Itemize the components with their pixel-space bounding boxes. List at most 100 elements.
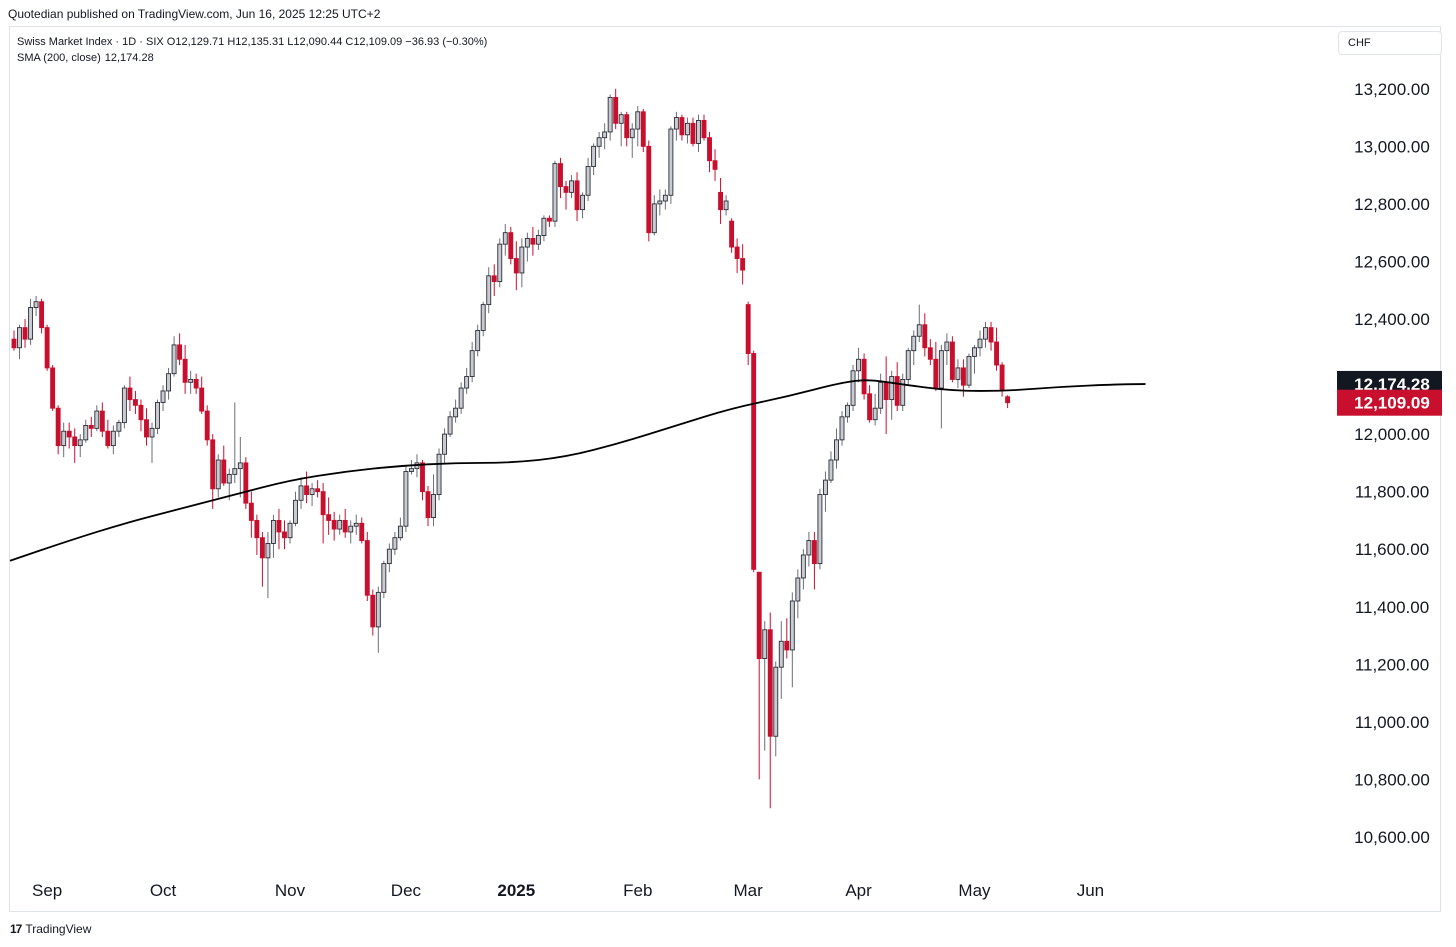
candle-body (839, 416, 845, 441)
candle-body (282, 531, 287, 539)
candle-body (364, 540, 370, 596)
candle-body (718, 191, 724, 211)
candle-body (916, 324, 922, 337)
x-tick-label: Apr (845, 881, 872, 900)
candle-body (254, 519, 260, 539)
candle-body (972, 347, 977, 357)
candle-body (475, 330, 481, 352)
candle-body (883, 381, 889, 401)
candle-body (569, 180, 574, 193)
candle-body (585, 166, 591, 196)
candle-body (259, 537, 265, 559)
x-tick-label: Feb (623, 881, 652, 900)
candle-body (811, 540, 817, 565)
candle-body (110, 430, 116, 447)
candle-body (44, 327, 50, 369)
candle-body (668, 128, 674, 196)
candle-body (684, 122, 690, 136)
candle-body (696, 119, 701, 144)
candle-body (94, 410, 100, 429)
candle-body (712, 160, 718, 170)
chart-frame (9, 26, 1441, 912)
candle-body (762, 629, 768, 660)
candle-body (265, 543, 271, 559)
candle-body (535, 235, 541, 245)
candle-body (524, 237, 530, 248)
candle-body (221, 459, 227, 484)
candle-body (304, 485, 310, 495)
candle-body (949, 341, 955, 380)
candle-body (309, 488, 315, 495)
candle-body (188, 378, 194, 383)
candle-body (370, 594, 376, 628)
tradingview-logo-icon: 17 (10, 922, 22, 936)
candle-body (182, 358, 188, 383)
candle-body (22, 327, 28, 340)
candle-body (171, 344, 177, 375)
last-price-badge (1337, 389, 1442, 416)
candle-body (315, 488, 321, 493)
candle-body (999, 364, 1005, 392)
x-tick-label: Dec (391, 881, 422, 900)
candle-body (127, 387, 133, 401)
tradingview-brand: TradingView (25, 922, 92, 936)
candle-body (392, 537, 398, 550)
candle-body (690, 122, 696, 144)
candle-body (502, 232, 508, 245)
candle-body (960, 367, 966, 386)
y-tick-label: 11,600.00 (1355, 540, 1429, 559)
candle-body (486, 275, 492, 306)
candle-body (116, 422, 122, 432)
candle-body (618, 114, 624, 124)
candle-body (657, 200, 663, 205)
candle-body (66, 430, 72, 438)
candle-body (144, 419, 149, 438)
candle-body (955, 367, 961, 380)
y-tick-label: 13,200.00 (1354, 80, 1430, 99)
candle-body (491, 275, 497, 283)
candle-body (911, 335, 917, 352)
candle-body (160, 390, 166, 403)
candle-body (994, 341, 1000, 366)
y-tick-label: 11,800.00 (1355, 483, 1429, 502)
candle-body (337, 519, 343, 530)
candle-body (425, 491, 431, 519)
candle-body (436, 453, 442, 495)
candle-body (33, 301, 39, 308)
candle-body (199, 387, 205, 412)
candle-body (403, 471, 409, 527)
candle-body (121, 387, 127, 424)
candle-body (679, 117, 685, 136)
chart-legend: Swiss Market Index · 1D · SIX O12,129.71… (17, 34, 487, 66)
candle-body (232, 468, 238, 475)
candle-body (61, 430, 67, 447)
candle-body (77, 439, 83, 447)
candle-body (276, 519, 282, 533)
candle-body (872, 407, 878, 421)
candle-body (11, 338, 17, 349)
candle-body (331, 519, 337, 530)
last-price-badge-label: 12,109.09 (1354, 394, 1430, 413)
candle-body (922, 324, 928, 349)
candle-body (287, 522, 293, 539)
candle-body (591, 145, 597, 167)
candle-body (17, 327, 22, 349)
candle-body (800, 554, 806, 579)
candle-body (237, 462, 243, 470)
candle-body (707, 137, 712, 162)
currency-selector[interactable]: CHF (1338, 31, 1442, 55)
candle-body (856, 358, 862, 372)
candle-body (480, 304, 486, 331)
sma-200-line (9, 379, 1146, 562)
candle-body (1005, 396, 1011, 404)
candle-body (828, 459, 834, 481)
candle-body (442, 433, 448, 455)
candle-body (624, 114, 630, 139)
candle-body (99, 410, 105, 432)
candle-body (646, 145, 652, 234)
candle-body (773, 666, 779, 737)
candle-body (55, 407, 61, 447)
candle-body (248, 502, 254, 521)
y-tick-label: 12,000.00 (1354, 425, 1430, 444)
